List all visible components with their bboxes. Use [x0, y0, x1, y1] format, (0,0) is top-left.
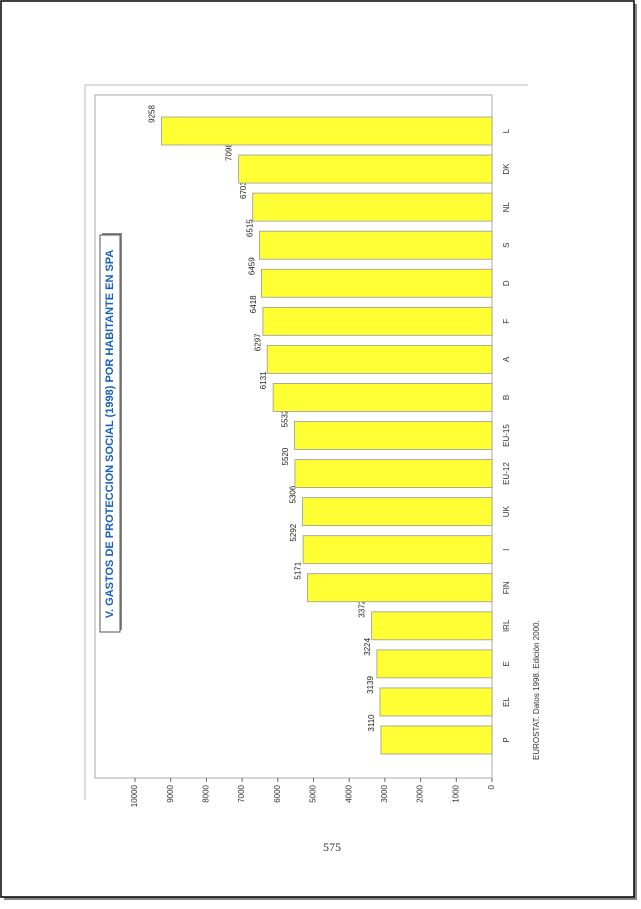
value-label: 3372 — [358, 599, 367, 617]
y-tick-label: 8000 — [202, 784, 211, 802]
x-tick-label: L — [502, 128, 511, 133]
y-tick-label: 0 — [487, 784, 496, 789]
y-tick-label: 4000 — [344, 784, 353, 802]
bar — [371, 611, 493, 641]
title-box — [99, 234, 121, 633]
bar — [380, 725, 493, 755]
y-tick-label: 3000 — [380, 784, 389, 802]
value-label: 7098 — [225, 143, 234, 161]
y-tick-label: 9000 — [166, 784, 175, 802]
chart: V. GASTOS DE PROTECCION SOCIAL (1998) PO… — [94, 94, 541, 807]
source: EUROSTAT. Datos 1998. Edición 2000. — [532, 620, 541, 760]
bar — [272, 383, 493, 412]
x-tick-label: DK — [502, 163, 511, 175]
bar — [376, 649, 493, 679]
bar — [302, 535, 493, 565]
x-tick-label: S — [502, 243, 511, 248]
value-label: 6297 — [253, 333, 262, 351]
bar — [379, 687, 493, 717]
bar — [261, 268, 493, 298]
x-tick-label: B — [502, 395, 511, 400]
bar — [238, 154, 493, 184]
bar — [262, 306, 493, 336]
x-tick-label: I — [502, 549, 511, 551]
value-label: 3139 — [366, 675, 375, 693]
value-label: 3224 — [363, 637, 372, 655]
x-tick-label: EL — [502, 697, 511, 707]
value-label: 6131 — [259, 371, 268, 389]
bar — [294, 421, 493, 450]
y-tick-label: 5000 — [309, 784, 318, 802]
x-tick-label: F — [502, 319, 511, 324]
value-label: 5520 — [281, 447, 290, 465]
page-number: 575 — [323, 840, 341, 854]
y-tick-label: 10000 — [130, 784, 139, 807]
chart-title: V. GASTOS DE PROTECCION SOCIAL (1998) PO… — [104, 250, 116, 619]
y-tick-label: 1000 — [451, 784, 460, 802]
x-tick-label: IRL — [502, 619, 511, 632]
value-label: 5306 — [289, 485, 298, 503]
value-label: 5532 — [281, 409, 290, 427]
x-tick-label: EU-15 — [502, 424, 511, 447]
value-label: 5292 — [289, 523, 298, 541]
bar — [266, 344, 493, 374]
x-tick-label: P — [502, 737, 511, 742]
value-label: 6703 — [239, 181, 248, 199]
x-tick-label: A — [502, 356, 511, 362]
x-tick-label: UK — [502, 505, 511, 517]
value-label: 3110 — [367, 714, 376, 732]
bar — [306, 573, 493, 603]
bar — [302, 497, 493, 527]
bar — [252, 192, 493, 222]
x-tick-label: FIN — [502, 581, 511, 594]
y-tick-label: 7000 — [237, 784, 246, 802]
y-tick-label: 6000 — [273, 784, 282, 802]
x-tick-label: EU-12 — [502, 462, 511, 485]
x-tick-label: NL — [502, 201, 511, 212]
bar — [161, 116, 493, 146]
x-tick-label: E — [502, 661, 511, 666]
value-label: 6459 — [248, 257, 257, 275]
x-tick-label: D — [502, 280, 511, 286]
value-label: 6515 — [246, 219, 255, 237]
bar — [294, 459, 493, 488]
value-label: 5171 — [294, 561, 303, 579]
bar — [259, 230, 493, 260]
value-label: 9258 — [148, 105, 157, 123]
y-tick-label: 2000 — [416, 784, 425, 802]
value-label: 6418 — [249, 295, 258, 313]
